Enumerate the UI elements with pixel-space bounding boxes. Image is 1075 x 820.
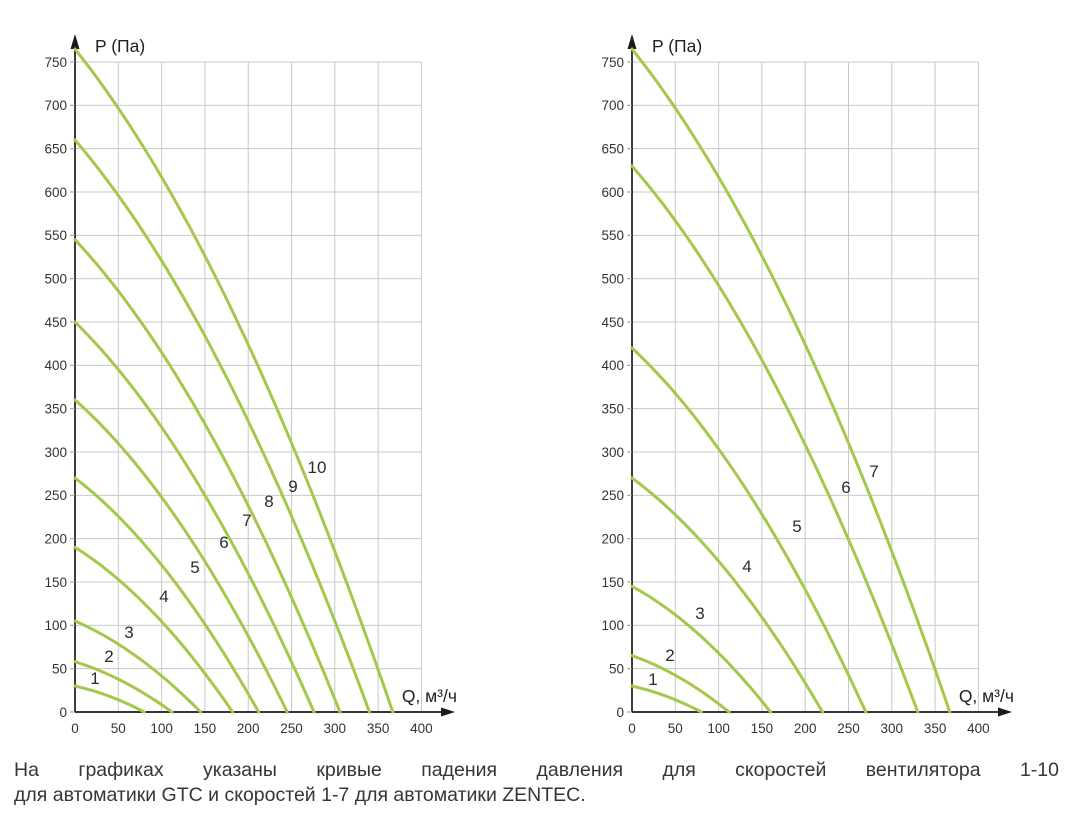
curve-label-9: 9 — [288, 477, 297, 496]
x-tick-label: 250 — [837, 721, 860, 736]
y-axis-arrow — [70, 34, 80, 49]
y-tick-label: 150 — [601, 575, 624, 590]
chart-caption: На графиках указаны кривые падения давле… — [14, 758, 1059, 808]
y-tick-label: 100 — [44, 618, 67, 633]
y-axis-title: P (Па) — [652, 36, 702, 56]
pressure-charts-svg: 0501001502002503003504004505005506006507… — [44, 34, 1014, 736]
curve-label-1: 1 — [90, 669, 99, 688]
x-tick-label: 250 — [280, 721, 303, 736]
x-tick-label: 50 — [668, 721, 683, 736]
x-tick-label: 100 — [150, 721, 173, 736]
y-tick-label: 700 — [601, 98, 624, 113]
curve-9 — [73, 138, 371, 714]
x-tick-label: 350 — [924, 721, 947, 736]
y-tick-label: 600 — [601, 185, 624, 200]
curve-6 — [630, 164, 920, 714]
x-tick-label: 300 — [324, 721, 347, 736]
curve-label-8: 8 — [264, 492, 273, 511]
y-tick-label: 450 — [44, 315, 67, 330]
curve-3 — [73, 619, 203, 714]
chart-gtc: 0501001502002503003504004505005506006507… — [44, 34, 457, 736]
x-tick-label: 150 — [194, 721, 217, 736]
y-tick-label: 400 — [601, 358, 624, 373]
x-tick-label: 0 — [71, 721, 79, 736]
curve-label-7: 7 — [869, 462, 878, 481]
y-tick-label: 200 — [601, 531, 624, 546]
x-axis-title: Q, м³/ч — [959, 686, 1014, 706]
y-tick-label: 600 — [44, 185, 67, 200]
curve-2 — [73, 660, 174, 714]
y-tick-label: 350 — [601, 401, 624, 416]
curve-label-5: 5 — [190, 558, 199, 577]
x-axis-arrow — [441, 707, 455, 717]
y-tick-label: 750 — [601, 55, 624, 70]
curve-label-10: 10 — [308, 458, 327, 477]
fan-pressure-charts: 0 50 100 150 200 250 300 350 400 450 500 550 600 650 7… — [44, 34, 1014, 736]
y-tick-label: 100 — [601, 618, 624, 633]
y-tick-label: 50 — [52, 661, 67, 676]
curve-label-7: 7 — [242, 511, 251, 530]
y-tick-label: 150 — [44, 575, 67, 590]
x-tick-label: 50 — [111, 721, 126, 736]
curve-4 — [73, 545, 235, 714]
chart-zentec: 0501001502002503003504004505005506006507… — [601, 34, 1014, 736]
curve-label-6: 6 — [841, 478, 850, 497]
curve-label-3: 3 — [124, 623, 133, 642]
y-tick-label: 250 — [44, 488, 67, 503]
curve-5 — [630, 346, 868, 714]
y-tick-label: 0 — [616, 705, 624, 720]
curve-label-4: 4 — [159, 587, 168, 606]
curve-label-5: 5 — [792, 517, 801, 536]
y-tick-label: 550 — [601, 228, 624, 243]
x-tick-label: 200 — [794, 721, 817, 736]
y-tick-label: 300 — [601, 445, 624, 460]
y-tick-label: 250 — [601, 488, 624, 503]
y-tick-label: 300 — [44, 445, 67, 460]
x-axis-title: Q, м³/ч — [402, 686, 457, 706]
x-tick-label: 200 — [237, 721, 260, 736]
caption-line-2: для автоматики GTC и скоростей 1-7 для а… — [14, 784, 586, 806]
curve-4 — [630, 476, 824, 714]
y-tick-label: 400 — [44, 358, 67, 373]
curve-10 — [73, 47, 395, 714]
curve-3 — [630, 584, 773, 714]
curve-8 — [73, 238, 342, 714]
y-tick-label: 0 — [59, 705, 67, 720]
curve-label-3: 3 — [695, 604, 704, 623]
y-tick-label: 750 — [44, 55, 67, 70]
curve-2 — [630, 654, 731, 714]
y-tick-label: 650 — [44, 141, 67, 156]
x-tick-label: 350 — [367, 721, 390, 736]
y-axis-arrow — [627, 34, 637, 49]
x-tick-label: 150 — [751, 721, 774, 736]
curve-label-1: 1 — [648, 670, 657, 689]
y-tick-label: 650 — [601, 141, 624, 156]
x-tick-label: 400 — [410, 721, 433, 736]
y-tick-label: 500 — [601, 271, 624, 286]
curve-6 — [73, 398, 289, 714]
curve-5 — [73, 476, 261, 714]
curve-7 — [630, 47, 952, 714]
curve-1 — [73, 684, 146, 714]
y-tick-label: 550 — [44, 228, 67, 243]
x-axis-arrow — [998, 707, 1012, 717]
x-tick-label: 0 — [628, 721, 636, 736]
curve-label-6: 6 — [219, 533, 228, 552]
curve-label-2: 2 — [665, 646, 674, 665]
y-tick-label: 500 — [44, 271, 67, 286]
y-tick-label: 200 — [44, 531, 67, 546]
y-axis-title: P (Па) — [95, 36, 145, 56]
curve-label-2: 2 — [104, 647, 113, 666]
curve-1 — [630, 684, 703, 714]
x-tick-label: 300 — [881, 721, 904, 736]
y-tick-label: 450 — [601, 315, 624, 330]
x-tick-label: 400 — [967, 721, 990, 736]
y-tick-label: 350 — [44, 401, 67, 416]
curve-label-4: 4 — [742, 557, 751, 576]
curve-7 — [73, 320, 316, 714]
x-tick-label: 100 — [707, 721, 730, 736]
y-tick-label: 700 — [44, 98, 67, 113]
caption-line-1: На графиках указаны кривые падения давле… — [14, 759, 1059, 781]
y-tick-label: 50 — [609, 661, 624, 676]
